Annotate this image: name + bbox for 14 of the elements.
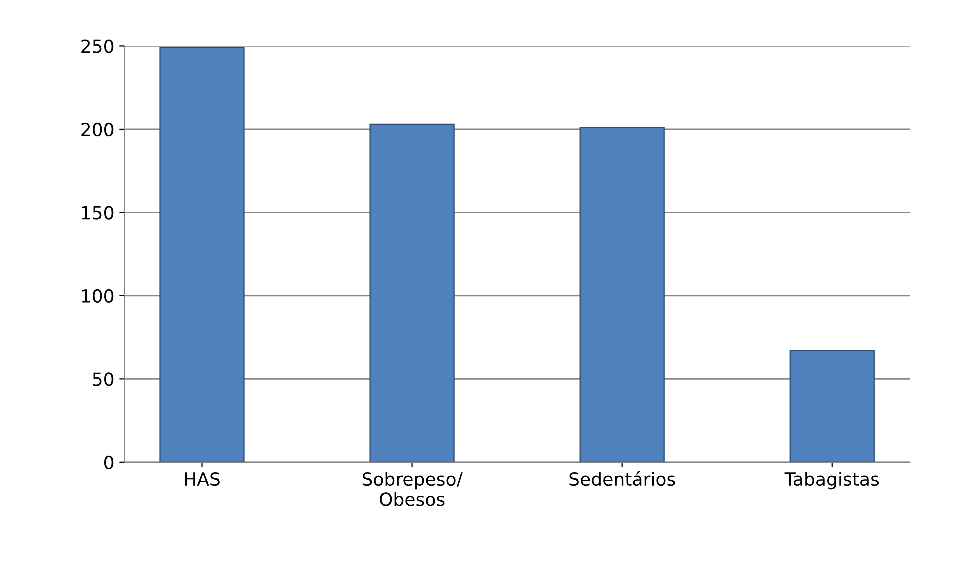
bar (790, 350, 875, 462)
bar (160, 47, 245, 462)
bar (580, 127, 665, 462)
y-tick-label: 100 (82, 289, 114, 304)
bar (370, 124, 455, 462)
y-tick-label: 150 (82, 206, 114, 220)
y-tick-label: 50 (93, 372, 114, 386)
x-tick-label: HAS (185, 472, 220, 486)
y-tick-label: 250 (82, 40, 114, 54)
x-tick-label: Tabagistas (784, 472, 880, 490)
x-tick-label: Sobrepeso/ Obesos (362, 472, 463, 506)
x-tick-label: Sedentários (570, 471, 676, 486)
y-tick-label: 0 (104, 456, 114, 470)
y-tick-label: 200 (82, 122, 114, 137)
